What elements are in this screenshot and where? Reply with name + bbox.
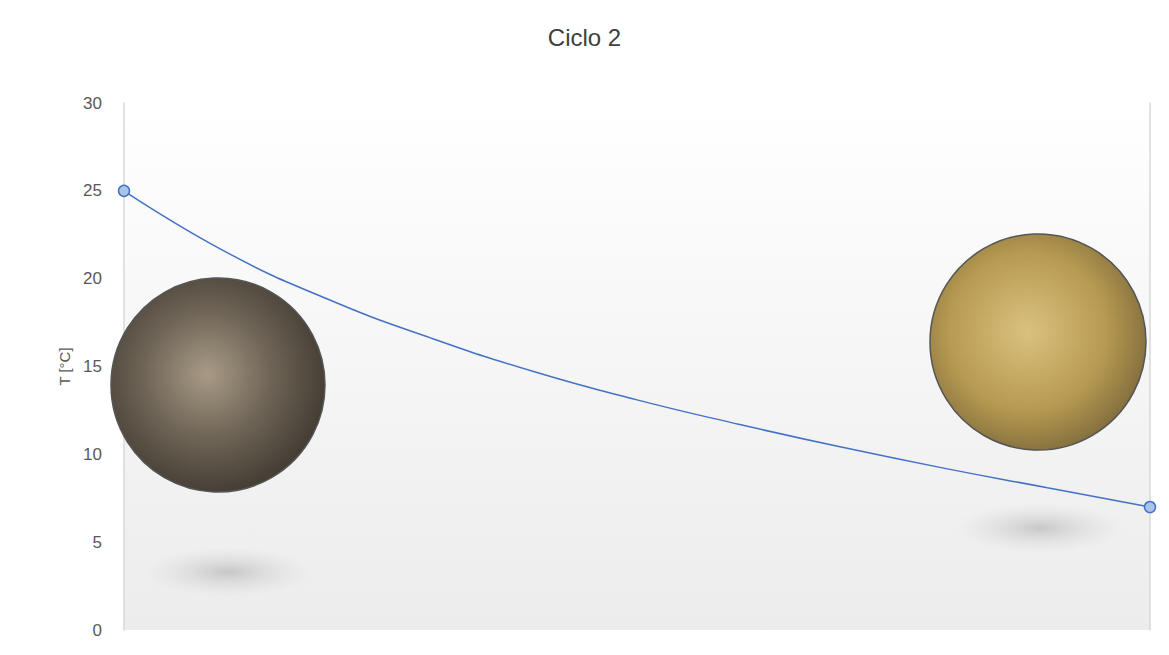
- svg-text:T [°C]: T [°C]: [56, 347, 73, 385]
- svg-text:0: 0: [93, 621, 102, 640]
- svg-text:Ciclo 2: Ciclo 2: [548, 24, 621, 51]
- svg-text:30: 30: [83, 94, 102, 113]
- svg-text:25: 25: [83, 181, 102, 200]
- svg-text:15: 15: [83, 357, 102, 376]
- svg-text:20: 20: [83, 269, 102, 288]
- svg-text:10: 10: [83, 445, 102, 464]
- svg-text:5: 5: [93, 533, 102, 552]
